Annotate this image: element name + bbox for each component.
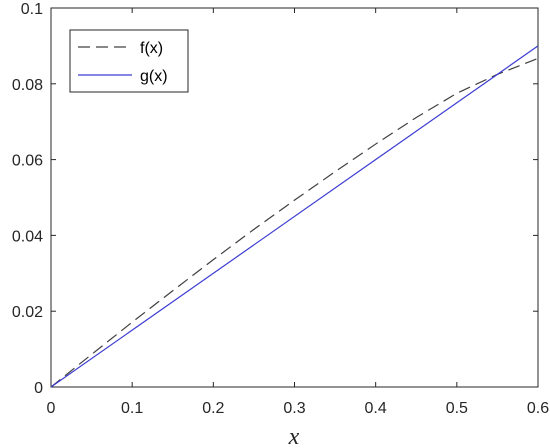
- x-tick-label: 0.3: [283, 400, 305, 417]
- legend-box: [69, 29, 189, 93]
- x-tick-label: 0.4: [365, 400, 387, 417]
- y-tick-label: 0.1: [21, 1, 43, 18]
- y-tick-label: 0: [34, 380, 43, 397]
- legend-label-g: g(x): [140, 68, 168, 85]
- series-line-g: [50, 45, 539, 388]
- x-axis-ticks: 0 0.1 0.2 0.3 0.4 0.5 0.6: [47, 8, 549, 417]
- series-line-f: [50, 57, 539, 388]
- x-tick-label: 0.1: [121, 400, 143, 417]
- y-tick-label: 0.04: [12, 228, 43, 245]
- legend-label-f: f(x): [140, 40, 163, 57]
- x-tick-label: 0.5: [446, 400, 468, 417]
- x-axis-label: x: [288, 424, 300, 448]
- x-tick-label: 0.2: [202, 400, 224, 417]
- x-tick-label: 0.6: [527, 400, 549, 417]
- y-axis-ticks: 0 0.02 0.04 0.06 0.08 0.1: [12, 1, 538, 397]
- x-tick-label: 0: [47, 400, 56, 417]
- series-layer: [50, 45, 539, 388]
- y-tick-label: 0.08: [12, 77, 43, 94]
- legend: f(x) g(x): [69, 29, 189, 93]
- y-tick-label: 0.02: [12, 304, 43, 321]
- y-tick-label: 0.06: [12, 153, 43, 170]
